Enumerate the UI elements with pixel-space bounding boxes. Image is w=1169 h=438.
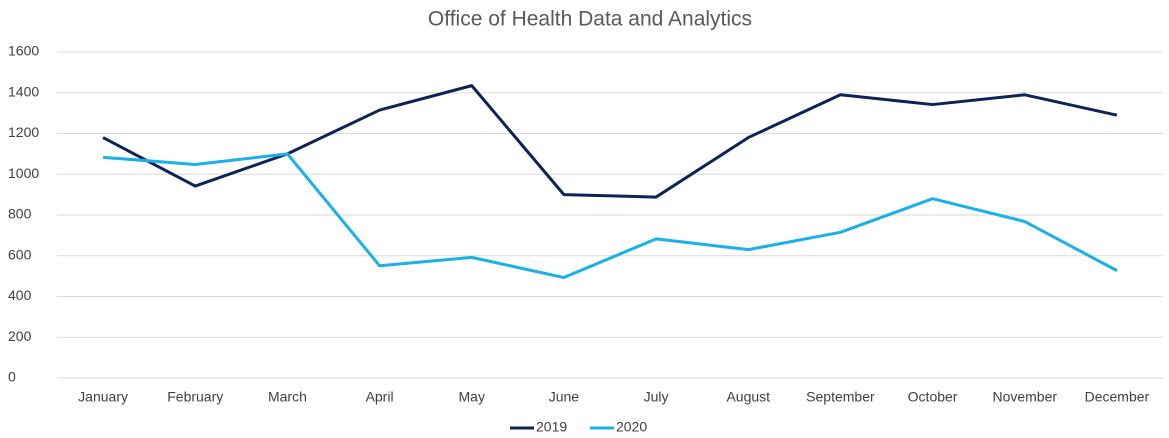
x-tick-label: September xyxy=(806,389,875,405)
x-tick-label: May xyxy=(459,389,485,405)
y-tick-label: 1200 xyxy=(8,124,39,140)
x-tick-label: August xyxy=(726,389,770,405)
x-tick-label: November xyxy=(992,389,1057,405)
y-tick-label: 400 xyxy=(8,287,32,303)
legend-label: 2019 xyxy=(536,419,567,435)
legend-label: 2020 xyxy=(616,419,647,435)
x-tick-label: February xyxy=(167,389,223,405)
chart-title: Office of Health Data and Analytics xyxy=(428,8,752,31)
x-tick-label: March xyxy=(268,389,307,405)
x-tick-label: December xyxy=(1085,389,1150,405)
y-tick-label: 1000 xyxy=(8,165,39,181)
x-tick-label: January xyxy=(78,389,128,405)
y-tick-label: 600 xyxy=(8,246,32,262)
x-tick-label: July xyxy=(644,389,669,405)
y-tick-label: 200 xyxy=(8,328,32,344)
y-tick-label: 0 xyxy=(8,369,16,385)
x-tick-label: April xyxy=(366,389,394,405)
y-tick-label: 1600 xyxy=(8,43,39,59)
series-line xyxy=(102,152,1118,280)
x-tick-label: June xyxy=(549,389,580,405)
y-tick-label: 1400 xyxy=(8,83,39,99)
x-tick-label: October xyxy=(908,389,958,405)
series-line xyxy=(102,84,1118,199)
y-tick-label: 800 xyxy=(8,206,32,222)
